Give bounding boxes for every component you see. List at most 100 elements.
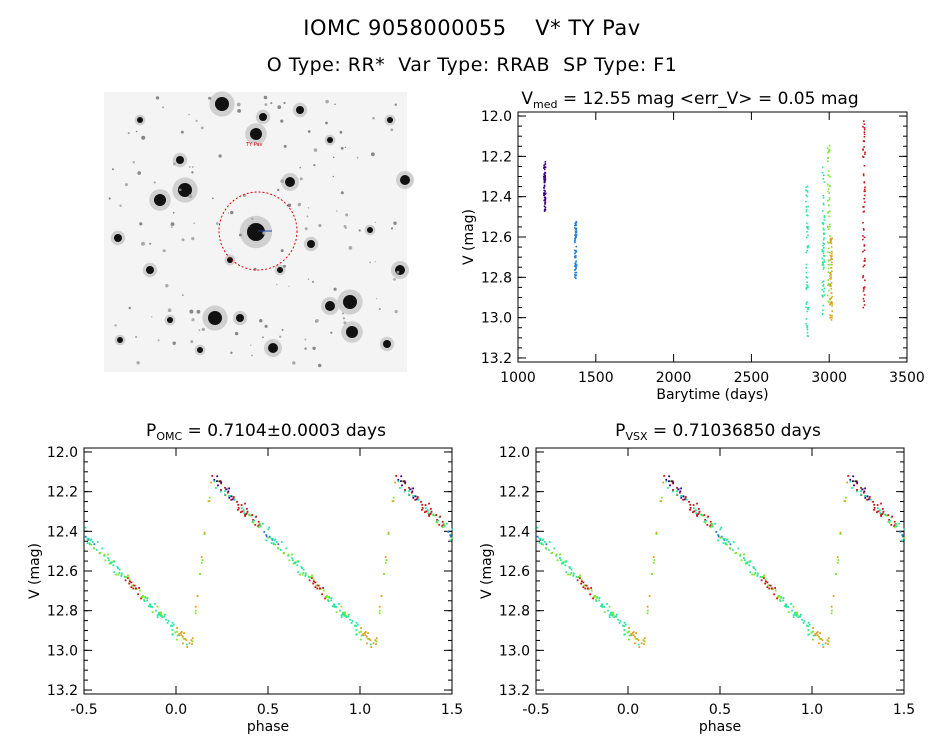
lightcurve-point (805, 303, 807, 305)
y-tick-label: 13.0 (47, 643, 78, 659)
stamp-faint-star (108, 197, 111, 200)
y-tick-label: 12.6 (499, 564, 530, 580)
omc-phase-point (179, 632, 182, 634)
omc-phase-point (421, 507, 424, 509)
stamp-faint-star (312, 346, 316, 350)
lightcurve-point (830, 292, 833, 294)
lightcurve-point (806, 227, 808, 229)
vsx-phase-point (653, 559, 656, 561)
vsx-phase-point (717, 535, 720, 538)
omc-phase-point (416, 497, 419, 500)
omc-phase-point (378, 609, 381, 612)
lightcurve-point (831, 263, 833, 266)
lightcurve-point (862, 290, 865, 292)
vsx-phase-point (760, 579, 763, 582)
stamp-star (236, 314, 244, 322)
omc-phase-point (320, 588, 322, 590)
omc-phase-point (178, 633, 181, 635)
stamp-faint-star (345, 213, 349, 217)
vsx-phase-point (584, 587, 587, 590)
lightcurve-point (827, 247, 830, 250)
omc-phase-point (363, 632, 366, 634)
omc-phase-point (115, 573, 117, 576)
omc-phase-point (397, 478, 400, 481)
omc-phase-point (354, 624, 356, 627)
vsx-phase-point (672, 482, 674, 485)
y-axis-label: V (mag) (27, 543, 43, 599)
vsx-phase-point (856, 489, 858, 491)
vsx-phase-point (878, 509, 881, 511)
omc-phase-point (240, 504, 243, 506)
lightcurve-point (829, 176, 831, 178)
vsx-phase-point (774, 587, 776, 589)
vsx-phase-point (761, 576, 764, 579)
lightcurve-point (575, 220, 577, 223)
omc-phase-point (84, 535, 87, 538)
stamp-faint-star (215, 222, 219, 225)
stamp-faint-star (262, 231, 266, 235)
omc-phase-point (171, 621, 174, 624)
omc-phase-point (186, 646, 189, 648)
vsx-phase-point (739, 554, 741, 557)
vsx-phase-point (603, 611, 606, 613)
omc-phase-point (338, 602, 340, 605)
stamp-faint-star (313, 148, 318, 152)
lightcurve-point (863, 294, 866, 296)
lightcurve-point (822, 242, 825, 244)
lightcurve-point (862, 275, 865, 277)
lightcurve-point (822, 222, 825, 225)
omc-phase-point (241, 507, 243, 510)
stamp-star (137, 117, 143, 123)
omc-phase-point (327, 599, 329, 601)
omc-phase-point (146, 597, 149, 599)
lightcurve-point (822, 178, 825, 180)
stamp-faint-star (332, 156, 335, 159)
lightcurve-point (863, 181, 866, 184)
lightcurve-point (829, 272, 832, 274)
omc-phase-point (273, 539, 276, 542)
omc-phase-point (161, 616, 164, 618)
lightcurve-point (575, 235, 577, 238)
omc-phase-point (425, 507, 427, 510)
vsx-phase-point (693, 507, 695, 510)
omc-phase-point (403, 480, 406, 483)
vsx-phase-point (753, 573, 756, 576)
omc-phase-point (315, 584, 318, 587)
stamp-faint-star (348, 246, 353, 250)
lightcurve-point (574, 240, 576, 242)
lightcurve-point (806, 281, 808, 283)
vsx-phase-point (555, 554, 557, 557)
omc-phase-point (443, 525, 446, 528)
lightcurve-point (805, 322, 807, 325)
vsx-phase-point (684, 496, 687, 498)
vsx-phase-point (640, 642, 643, 645)
vsx-phase-point (901, 535, 904, 538)
omc-phase-point (160, 614, 163, 617)
omc-phase-point (333, 606, 336, 608)
lightcurve-point (830, 319, 833, 321)
lightcurve-point (828, 223, 831, 226)
lightcurve-point (823, 216, 826, 219)
vsx-phase-point (796, 611, 798, 614)
omc-phase-point (147, 605, 150, 608)
omc-phase-point (137, 593, 139, 596)
vsx-phase-point (663, 475, 666, 477)
lightcurve-point (574, 269, 576, 271)
vsx-phase-point (784, 603, 787, 606)
omc-phase-point (113, 560, 116, 563)
x-tick-label: 0.5 (257, 702, 279, 718)
omc-phase-point (95, 549, 98, 551)
omc-phase-point (420, 500, 422, 503)
omc-phase-point (267, 536, 270, 539)
omc-phase-point (374, 639, 377, 642)
lightcurve-point (544, 174, 546, 176)
omc-phase-point (194, 605, 197, 608)
vsx-phase-point (634, 637, 637, 640)
vsx-phase-point (559, 557, 561, 559)
omc-phase-point (416, 496, 419, 498)
vsx-phase-point (901, 534, 904, 536)
lightcurve-point (807, 335, 809, 337)
stamp-star (343, 295, 357, 309)
lightcurve-point (822, 262, 824, 265)
